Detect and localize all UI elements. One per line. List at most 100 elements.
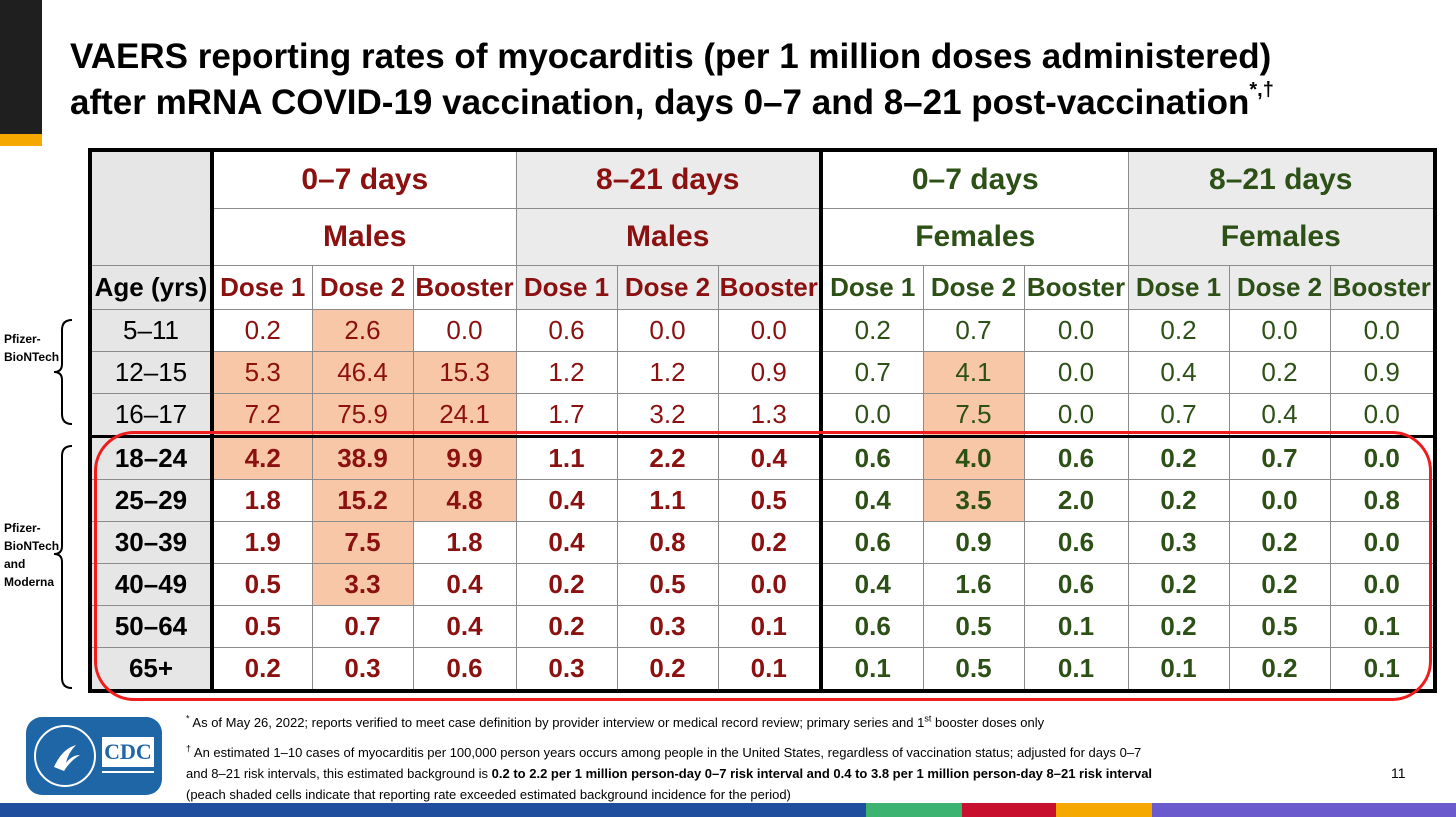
rate-cell: 0.2 [211, 309, 313, 352]
rate-cell: 0.0 [1228, 309, 1331, 352]
dose-header: Dose 2 [1228, 265, 1331, 310]
myocarditis-rates-table: 0–7 days 8–21 days 0–7 days 8–21 days Males M… [88, 148, 1437, 693]
rate-cell: 1.1 [616, 479, 719, 522]
age-cell: 30–39 [88, 521, 214, 564]
period-header: 8–21 days [1127, 148, 1437, 209]
dose-header: Dose 1 [820, 265, 924, 310]
rate-cell-exceeds-background: 7.5 [311, 521, 414, 564]
rate-cell: 0.4 [412, 605, 517, 648]
rate-cell-exceeds-background: 24.1 [412, 393, 517, 437]
rate-cell-exceeds-background: 9.9 [412, 435, 517, 480]
dose-header: Dose 2 [311, 265, 414, 310]
rate-cell: 0.2 [1228, 351, 1331, 394]
rate-cell: 0.4 [515, 479, 618, 522]
dose-header: Dose 2 [922, 265, 1025, 310]
rate-cell: 0.6 [820, 521, 924, 564]
table-row: 18–24 4.2 38.9 9.9 1.1 2.2 0.4 0.6 4.0 0.6 0.2 0.7 0… [88, 435, 1437, 480]
footnote-2-line-2-bold: 0.2 to 2.2 per 1 million person-day 0–7 … [491, 766, 1153, 781]
rate-cell: 0.2 [1127, 605, 1230, 648]
bottom-bar-segment [1056, 803, 1152, 817]
rate-cell: 0.2 [211, 647, 313, 693]
rate-cell: 0.7 [1228, 435, 1331, 480]
age-cell: 5–11 [88, 309, 214, 352]
rate-cell: 0.2 [1127, 479, 1230, 522]
rate-cell: 0.3 [311, 647, 414, 693]
corner-accent-bar [0, 0, 42, 134]
rate-cell: 0.7 [311, 605, 414, 648]
table-corner-cell [88, 148, 214, 266]
rate-cell: 0.7 [922, 309, 1025, 352]
footnote-2-line-1: † An estimated 1–10 cases of myocarditis… [186, 742, 1152, 763]
table-row: 12–15 5.3 46.4 15.3 1.2 1.2 0.9 0.7 4.1 0.0 0.4 0.2… [88, 351, 1437, 394]
rate-cell: 0.6 [1023, 435, 1129, 480]
sex-header: Males [211, 208, 517, 266]
cdc-logo: CDC [26, 717, 162, 795]
rate-cell: 1.8 [211, 479, 313, 522]
rate-cell: 0.1 [717, 605, 823, 648]
rate-cell: 0.6 [1023, 521, 1129, 564]
rate-cell: 0.2 [1127, 309, 1230, 352]
period-header: 8–21 days [515, 148, 823, 209]
sex-header: Males [515, 208, 823, 266]
rate-cell-exceeds-background: 3.5 [922, 479, 1025, 522]
period-header: 0–7 days [211, 148, 517, 209]
age-cell: 65+ [88, 647, 214, 693]
rate-cell: 0.1 [1329, 605, 1437, 648]
rate-cell: 0.4 [820, 563, 924, 606]
rate-cell-exceeds-background: 38.9 [311, 435, 414, 480]
rate-cell: 0.0 [1329, 309, 1437, 352]
footnote-2: † An estimated 1–10 cases of myocarditis… [186, 742, 1152, 805]
rate-cell: 0.2 [515, 605, 618, 648]
rate-cell: 1.7 [515, 393, 618, 437]
footnote-1: * As of May 26, 2022; reports verified t… [186, 712, 1044, 733]
header-row-doses: Age (yrs) Dose 1 Dose 2 Booster Dose 1 Dose 2… [88, 265, 1437, 310]
rate-cell: 0.6 [820, 435, 924, 480]
footnote-2-line-1-text: An estimated 1–10 cases of myocarditis p… [191, 745, 1142, 760]
rate-cell: 0.1 [717, 647, 823, 693]
rate-cell: 0.4 [820, 479, 924, 522]
rate-cell: 0.2 [1228, 563, 1331, 606]
table-row: 50–64 0.5 0.7 0.4 0.2 0.3 0.1 0.6 0.5 0.1 0.2 0.5 0.… [88, 605, 1437, 648]
table-row: 25–29 1.8 15.2 4.8 0.4 1.1 0.5 0.4 3.5 2.0 0.2 0.0 0… [88, 479, 1437, 522]
rate-cell: 0.0 [1329, 435, 1437, 480]
rate-cell: 0.0 [1329, 521, 1437, 564]
period-header: 0–7 days [820, 148, 1129, 209]
dose-header: Booster [717, 265, 823, 310]
rate-cell: 0.6 [820, 605, 924, 648]
rate-cell: 0.1 [820, 647, 924, 693]
rate-cell: 0.4 [515, 521, 618, 564]
age-cell: 40–49 [88, 563, 214, 606]
header-row-sexes: Males Males Females Females [90, 208, 1437, 266]
rate-cell-exceeds-background: 4.1 [922, 351, 1025, 394]
pfizer-label-line: Pfizer- [4, 332, 41, 346]
rate-cell: 1.8 [412, 521, 517, 564]
title-line-1: VAERS reporting rates of myocarditis (pe… [70, 37, 1272, 76]
sex-header: Females [820, 208, 1129, 266]
age-cell: 12–15 [88, 351, 214, 394]
age-cell: 25–29 [88, 479, 214, 522]
rate-cell: 0.3 [1127, 521, 1230, 564]
rate-cell: 0.3 [515, 647, 618, 693]
rate-cell: 0.2 [717, 521, 823, 564]
rate-cell-exceeds-background: 15.3 [412, 351, 517, 394]
dose-header: Booster [1329, 265, 1437, 310]
rate-cell-exceeds-background: 4.8 [412, 479, 517, 522]
dose-header: Dose 1 [1127, 265, 1230, 310]
rate-cell: 0.9 [1329, 351, 1437, 394]
bottom-bar-segment [962, 803, 1056, 817]
rate-cell: 0.0 [412, 309, 517, 352]
rate-cell-exceeds-background: 15.2 [311, 479, 414, 522]
dose-header: Dose 1 [211, 265, 313, 310]
rate-cell: 0.1 [1023, 605, 1129, 648]
rate-cell: 0.0 [1329, 393, 1437, 437]
sex-header: Females [1127, 208, 1437, 266]
rate-cell: 0.9 [922, 521, 1025, 564]
rate-cell: 0.5 [211, 563, 313, 606]
rate-cell: 0.0 [1023, 393, 1129, 437]
footnote-1-text: As of May 26, 2022; reports verified to … [189, 715, 925, 730]
rate-cell: 0.1 [1023, 647, 1129, 693]
rate-cell: 0.0 [1023, 309, 1129, 352]
footnote-2-mark: † [186, 743, 192, 754]
footnote-2-line-3: (peach shaded cells indicate that report… [186, 787, 791, 802]
rate-cell: 0.0 [1228, 479, 1331, 522]
